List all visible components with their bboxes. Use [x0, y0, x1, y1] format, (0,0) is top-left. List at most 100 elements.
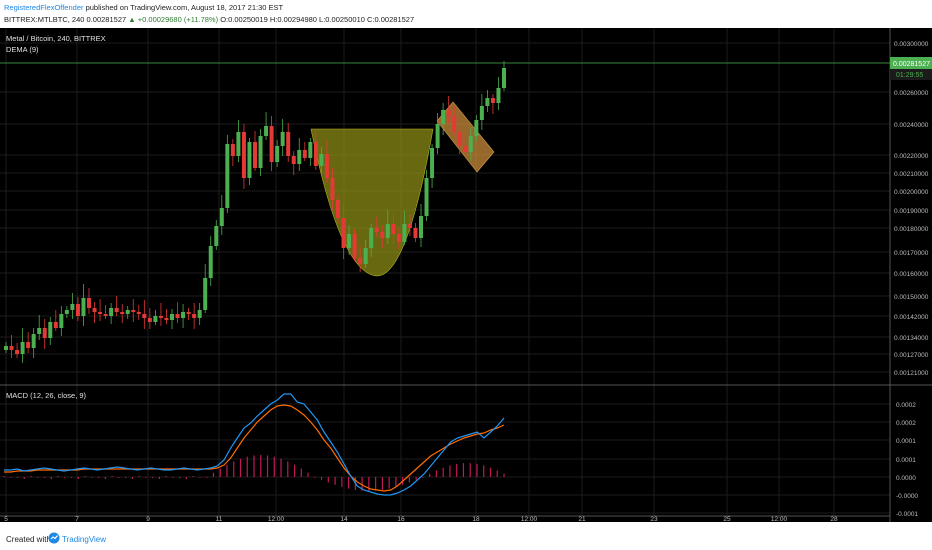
price-tick-label: 0.00260000	[894, 90, 929, 97]
histogram-bar	[199, 477, 201, 478]
chart-area[interactable]: 0.00300000 0.00260000 0.00240000 0.00220000…	[0, 28, 932, 523]
macd-tick-label: 0.0001	[896, 438, 916, 445]
time-tick-label: 9	[146, 516, 150, 522]
time-tick-label: 5	[4, 516, 8, 522]
histogram-bar	[266, 455, 269, 477]
publish-info: RegisteredFlexOffender published on Trad…	[4, 3, 283, 13]
candle-body	[125, 310, 130, 314]
candle-body	[214, 226, 219, 246]
candle-body	[490, 98, 495, 103]
price-tick-label: 0.00200000	[894, 189, 929, 196]
candle-body	[380, 232, 385, 238]
histogram-bar	[239, 458, 242, 477]
macd-signal-line	[4, 404, 505, 492]
cup-pattern-drawing[interactable]	[310, 128, 434, 277]
histogram-bar	[138, 476, 140, 477]
candle-body	[468, 136, 473, 152]
price-tick-label: 0.00127000	[894, 352, 929, 359]
histogram-bar	[496, 470, 498, 477]
candle-body	[441, 110, 446, 124]
candle-body	[192, 314, 197, 318]
candle-body	[302, 150, 307, 158]
candle-body	[170, 314, 174, 320]
histogram-bar	[172, 477, 174, 478]
histogram-bar	[37, 477, 39, 478]
created-with-text: Created with	[6, 535, 51, 544]
symbol-legend[interactable]: Metal / Bitcoin, 240, BITTREX	[6, 34, 106, 43]
histogram-bar	[131, 477, 133, 479]
candle-body	[20, 342, 25, 354]
histogram-bar	[287, 461, 289, 477]
macd-line	[4, 393, 505, 496]
symbol-label: BITTREX:MTLBTC, 240	[4, 15, 85, 24]
histogram-bar	[293, 464, 296, 477]
histogram-bar	[314, 477, 316, 478]
time-tick-label: 21	[578, 516, 586, 522]
histogram-bar	[375, 477, 377, 491]
histogram-bar	[57, 476, 59, 477]
price-tick-label: 0.00180000	[894, 226, 929, 233]
histogram-bar	[347, 477, 350, 489]
candle-body	[225, 144, 230, 208]
histogram-bar	[118, 477, 120, 478]
candle-body	[31, 334, 36, 348]
dema-legend[interactable]: DEMA (9)	[6, 45, 39, 54]
current-price: 0.00281527	[86, 15, 127, 24]
histogram-bar	[104, 477, 106, 479]
candle-body	[37, 328, 42, 334]
macd-axis[interactable]: 0.0002 0.0002 0.0001 0.0001 0.0000 -0.0000 -0.…	[896, 402, 918, 518]
candle-body	[358, 258, 363, 264]
macd-tick-label: 0.0001	[896, 457, 916, 464]
chart-canvas[interactable]: 0.00300000 0.00260000 0.00240000 0.00220000…	[0, 28, 932, 523]
candle-body	[474, 120, 479, 136]
candle-body	[413, 228, 418, 238]
candle-body	[291, 156, 296, 164]
candle-body	[186, 312, 191, 314]
candle-body	[48, 322, 53, 338]
candle-body	[264, 126, 269, 136]
time-tick-label: 11	[216, 516, 223, 522]
time-axis[interactable]: 5 7 9 11 12:00 14 16 18 12:00 21 23 25 12:00 28	[4, 516, 838, 523]
candle-body	[15, 350, 20, 354]
macd-legend[interactable]: MACD (12, 26, close, 9)	[6, 391, 87, 400]
macd-histogram	[3, 455, 505, 491]
histogram-bar	[23, 477, 25, 479]
histogram-bar	[145, 477, 147, 478]
histogram-bar	[125, 477, 127, 478]
candle-body	[164, 318, 169, 320]
candle-body	[435, 124, 440, 148]
price-axis[interactable]: 0.00300000 0.00260000 0.00240000 0.00220000…	[894, 41, 929, 377]
histogram-bar	[422, 477, 424, 478]
macd-tick-label: -0.0000	[896, 493, 918, 500]
price-tick-label: 0.00240000	[894, 122, 929, 129]
author-link[interactable]: RegisteredFlexOffender	[4, 3, 84, 12]
histogram-bar	[158, 477, 161, 479]
histogram-bar	[179, 477, 181, 478]
candle-body	[203, 278, 208, 310]
candle-body	[424, 178, 429, 216]
candle-body	[208, 246, 213, 278]
candlestick-series[interactable]	[4, 61, 506, 363]
time-tick-label: 25	[723, 516, 731, 522]
histogram-bar	[212, 472, 215, 477]
last-price-tag-text: 0.00281527	[893, 61, 930, 68]
histogram-bar	[483, 465, 485, 477]
histogram-bar	[368, 477, 370, 491]
price-tick-label: 0.00210000	[894, 171, 929, 178]
candle-body	[313, 142, 318, 166]
candle-body	[319, 154, 324, 166]
candle-body	[147, 318, 152, 322]
candle-body	[81, 298, 86, 316]
histogram-bar	[435, 470, 438, 477]
candle-body	[446, 110, 451, 116]
tradingview-brand-link[interactable]: TradingView	[62, 535, 107, 544]
histogram-bar	[280, 458, 282, 477]
histogram-bar	[206, 477, 208, 478]
histogram-bar	[192, 476, 194, 477]
candle-body	[275, 146, 280, 162]
candle-body	[396, 234, 401, 242]
candle-body	[280, 132, 285, 146]
candle-body	[363, 248, 368, 264]
chart-header: RegisteredFlexOffender published on Trad…	[0, 0, 932, 28]
price-tick-label: 0.00170000	[894, 250, 929, 257]
